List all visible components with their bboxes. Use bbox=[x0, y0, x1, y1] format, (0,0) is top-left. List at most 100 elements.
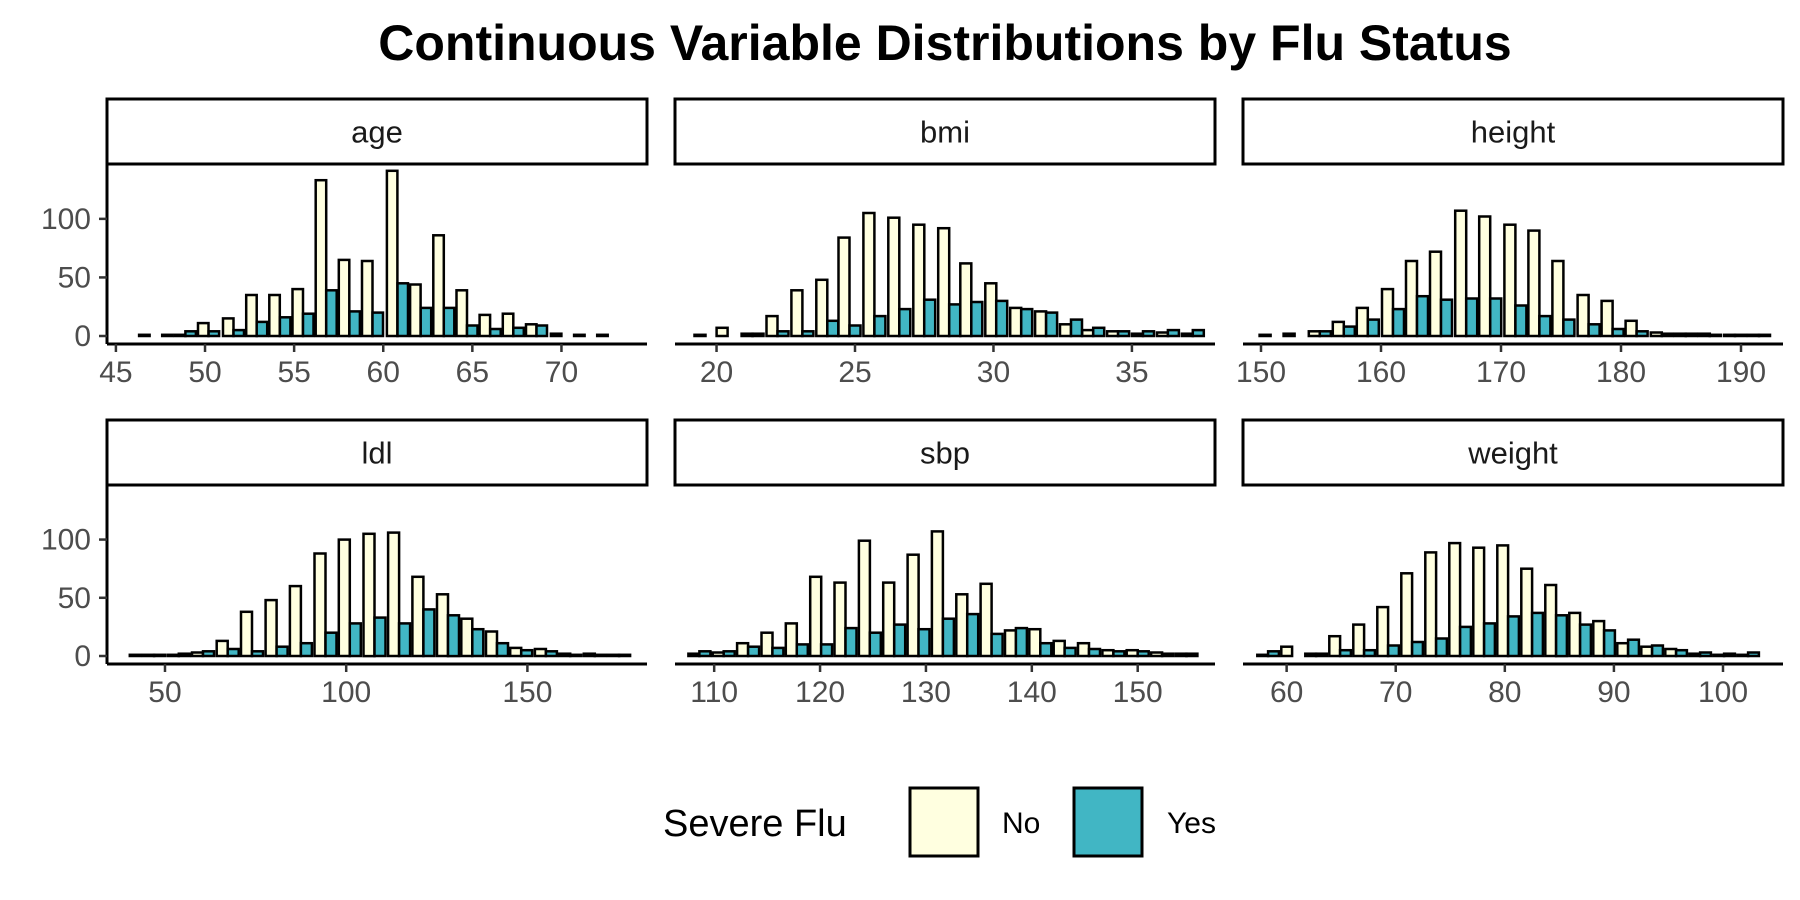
bar-yes bbox=[1434, 637, 1449, 658]
bar-no bbox=[1052, 639, 1066, 658]
y-tick-label: 100 bbox=[41, 203, 91, 236]
bar-yes bbox=[994, 299, 1009, 338]
bar-no bbox=[1616, 641, 1630, 658]
bar-yes bbox=[1116, 330, 1131, 338]
panel-age: age 45 50 55 60 65 70 0 50 100 bbox=[41, 97, 649, 389]
bar-yes bbox=[1722, 652, 1737, 658]
bar-yes bbox=[137, 333, 151, 338]
bar-no bbox=[790, 289, 804, 338]
bar-yes bbox=[1112, 650, 1126, 658]
bar-yes bbox=[255, 320, 269, 338]
bar-no bbox=[1125, 648, 1139, 658]
bar-yes bbox=[1464, 297, 1479, 338]
bar-no bbox=[1404, 259, 1419, 338]
bar-yes bbox=[1562, 318, 1576, 338]
bar-no bbox=[1101, 648, 1115, 658]
facet-panels: age 45 50 55 60 65 70 0 50 100 bmi 20 25 30 35 height 15… bbox=[41, 97, 1785, 709]
bar-no bbox=[411, 575, 425, 658]
bar-yes bbox=[1530, 611, 1545, 658]
bar-yes bbox=[1063, 646, 1077, 658]
bar-yes bbox=[868, 631, 883, 658]
bar-no bbox=[239, 610, 254, 658]
bar-no bbox=[314, 178, 328, 338]
bar-yes bbox=[1674, 648, 1689, 658]
x-tick-label: 70 bbox=[1379, 676, 1412, 709]
bar-yes bbox=[1439, 298, 1454, 338]
bar-no bbox=[784, 622, 799, 658]
bar-no bbox=[1453, 209, 1468, 338]
bar-no bbox=[1180, 332, 1195, 338]
bar-no bbox=[1352, 623, 1366, 658]
bar-no bbox=[1448, 541, 1462, 658]
x-tick-label: 160 bbox=[1356, 356, 1406, 389]
bar-no bbox=[979, 582, 993, 658]
bar-no bbox=[1076, 641, 1091, 658]
bar-yes bbox=[1488, 297, 1503, 338]
bar-no bbox=[1649, 331, 1664, 338]
bar-yes bbox=[495, 641, 510, 658]
bar-no bbox=[360, 259, 374, 338]
bar-yes bbox=[207, 330, 221, 338]
y-tick-label: 0 bbox=[74, 640, 91, 673]
bar-yes bbox=[160, 333, 174, 338]
bar-no bbox=[432, 234, 446, 338]
bar-yes bbox=[1362, 648, 1377, 658]
bar-no bbox=[959, 262, 973, 338]
x-tick-label: 100 bbox=[1698, 676, 1748, 709]
bar-no bbox=[1496, 544, 1510, 658]
x-tick-label: 60 bbox=[367, 356, 400, 389]
bar-no bbox=[912, 223, 926, 338]
bar-no bbox=[1028, 627, 1042, 658]
bar-no bbox=[572, 333, 586, 338]
bar-no bbox=[1328, 634, 1342, 658]
bar-no bbox=[1130, 332, 1145, 338]
bar-no bbox=[508, 646, 523, 658]
bar-yes bbox=[795, 643, 810, 658]
bar-no bbox=[1280, 645, 1294, 658]
bar-yes bbox=[371, 311, 385, 338]
bar-no bbox=[215, 639, 229, 658]
bar-yes bbox=[844, 626, 858, 658]
x-tick-label: 25 bbox=[838, 356, 871, 389]
legend-swatch-no bbox=[908, 786, 980, 858]
legend-label-no: No bbox=[1002, 807, 1040, 840]
bar-yes bbox=[892, 623, 907, 658]
bar-no bbox=[557, 652, 572, 658]
facet-strip-label: weight bbox=[1467, 436, 1558, 471]
bar-yes bbox=[1587, 323, 1601, 338]
x-tick-label: 30 bbox=[977, 356, 1010, 389]
bar-no bbox=[337, 258, 351, 338]
bar-no bbox=[1688, 652, 1702, 658]
bar-yes bbox=[722, 650, 736, 658]
bar-no bbox=[484, 630, 499, 658]
bar-no bbox=[435, 593, 450, 658]
bar-no bbox=[606, 653, 621, 658]
bar-no bbox=[501, 312, 515, 338]
bar-yes bbox=[1014, 626, 1029, 658]
bar-no bbox=[1551, 259, 1565, 338]
bar-no bbox=[1736, 653, 1750, 658]
chart-title: Continuous Variable Distributions by Flu… bbox=[378, 15, 1511, 71]
bar-yes bbox=[990, 632, 1004, 658]
bar-no bbox=[524, 323, 538, 338]
bar-no bbox=[857, 539, 872, 658]
x-tick-label: 55 bbox=[277, 356, 310, 389]
bar-no bbox=[1544, 583, 1558, 658]
bar-no bbox=[1058, 323, 1073, 338]
bar-yes bbox=[1019, 307, 1034, 338]
bar-no bbox=[1380, 287, 1395, 338]
x-tick-label: 120 bbox=[795, 676, 845, 709]
bar-no bbox=[1712, 653, 1726, 658]
bar-no bbox=[386, 531, 401, 658]
bar-yes bbox=[488, 327, 502, 338]
bar-yes bbox=[1314, 652, 1329, 658]
bar-no bbox=[1424, 551, 1438, 658]
bar-yes bbox=[1342, 325, 1357, 338]
bar-no bbox=[478, 313, 492, 338]
bar-yes bbox=[275, 645, 289, 658]
panel-weight: weight 60 70 80 90 100 bbox=[1241, 418, 1785, 709]
bar-no bbox=[385, 169, 399, 338]
x-tick-label: 140 bbox=[1007, 676, 1057, 709]
bar-no bbox=[549, 332, 563, 338]
bar-yes bbox=[1611, 327, 1625, 338]
